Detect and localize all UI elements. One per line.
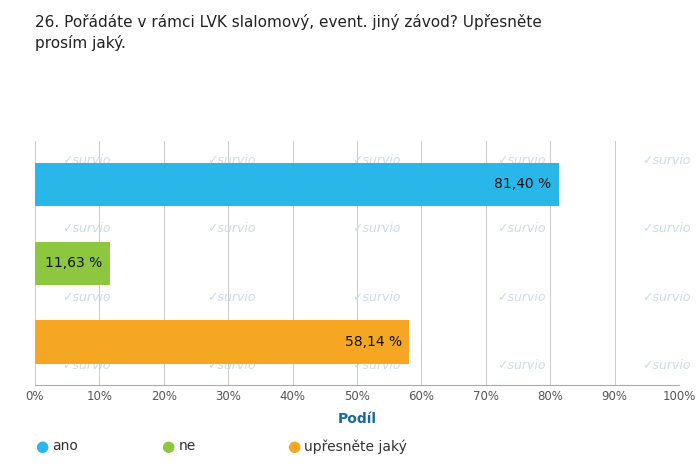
Text: ✓survio: ✓survio [642, 222, 690, 235]
Text: ✓survio: ✓survio [642, 360, 690, 372]
Bar [35, 242, 110, 285]
Text: upřesněte jaký: upřesněte jaký [304, 439, 407, 454]
Text: ✓survio: ✓survio [62, 360, 111, 372]
Text: ●: ● [35, 439, 48, 454]
Text: 81,40 %: 81,40 % [494, 177, 552, 191]
Text: ✓survio: ✓survio [62, 291, 111, 304]
Text: 11,63 %: 11,63 % [45, 256, 102, 270]
Text: 58,14 %: 58,14 % [344, 335, 402, 349]
Text: ✓survio: ✓survio [352, 291, 400, 304]
X-axis label: Podíl: Podíl [337, 412, 377, 426]
Text: ✓survio: ✓survio [497, 222, 545, 235]
Text: ✓survio: ✓survio [497, 360, 545, 372]
Text: ✓survio: ✓survio [352, 154, 400, 167]
Text: ✓survio: ✓survio [62, 222, 111, 235]
Text: ●: ● [161, 439, 174, 454]
Text: ✓survio: ✓survio [497, 291, 545, 304]
Text: 26. Pořádáte v rámci LVK slalomový, event. jiný závod? Upřesněte
prosím jaký.: 26. Pořádáte v rámci LVK slalomový, even… [35, 14, 542, 51]
Text: ✓survio: ✓survio [207, 291, 256, 304]
Bar [35, 163, 559, 206]
Text: ano: ano [52, 439, 78, 454]
Text: ✓survio: ✓survio [207, 360, 256, 372]
Bar [35, 321, 409, 364]
Text: ✓survio: ✓survio [62, 154, 111, 167]
Text: ne: ne [178, 439, 196, 454]
Text: ✓survio: ✓survio [352, 360, 400, 372]
Text: ✓survio: ✓survio [642, 154, 690, 167]
Text: ✓survio: ✓survio [207, 222, 256, 235]
Text: ✓survio: ✓survio [207, 154, 256, 167]
Text: ●: ● [287, 439, 300, 454]
Text: ✓survio: ✓survio [352, 222, 400, 235]
Text: ✓survio: ✓survio [642, 291, 690, 304]
Text: ✓survio: ✓survio [497, 154, 545, 167]
